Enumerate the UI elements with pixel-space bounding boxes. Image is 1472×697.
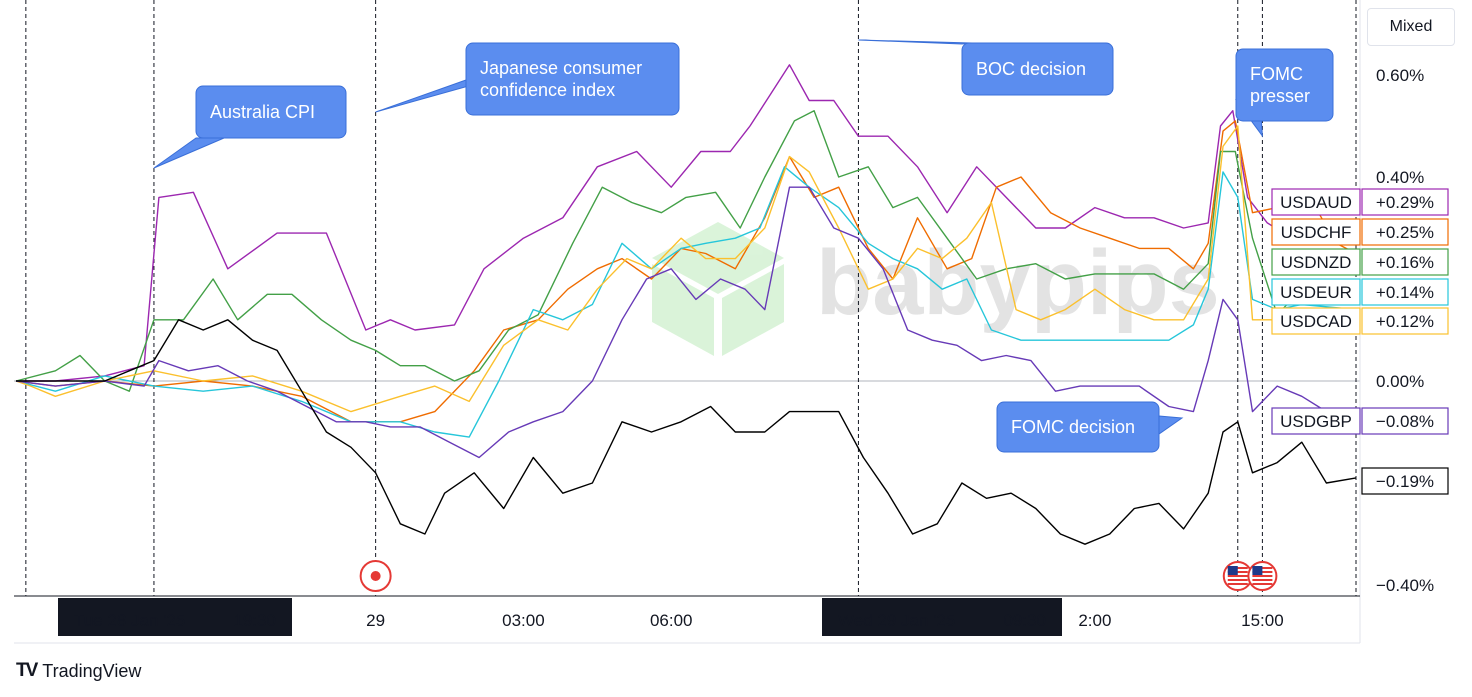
series-name-tag	[1271, 248, 1361, 276]
series-value-tag	[1361, 467, 1449, 495]
flag-canton	[1227, 566, 1238, 575]
series-value-tag	[1361, 407, 1449, 435]
x-tick-label: 15:00	[1241, 611, 1284, 630]
series-value-tag	[1361, 278, 1449, 306]
series-name-tag	[1271, 307, 1361, 335]
last-label-usdeur: USDEUR +0.14%	[1271, 278, 1449, 306]
y-tick-label: 0.40%	[1376, 168, 1424, 187]
callout-text-line: Australia CPI	[210, 102, 315, 122]
crosshair-time: 09:30	[1003, 611, 1046, 630]
callout-boc-decision: BOC decision	[858, 39, 1114, 96]
series-line-usdcad	[15, 125, 1357, 413]
series-layer	[15, 64, 1357, 545]
time-axis[interactable]: 29 03:00 06:00 2:00 15:00	[366, 611, 1283, 630]
flag-stripe	[1227, 579, 1248, 581]
tradingview-name: TradingView	[42, 660, 142, 681]
series-value-label: +0.16%	[1376, 253, 1434, 272]
x-tick-label: 2:00	[1078, 611, 1111, 630]
series-name-label: USDAUD	[1280, 193, 1352, 212]
flag-disc	[370, 571, 381, 581]
flag-stripe	[1252, 575, 1273, 577]
flag-stripe	[1227, 575, 1248, 577]
last-label-usdcad: USDCAD +0.12%	[1271, 307, 1449, 335]
last-label-usdnzd: USDNZD +0.16%	[1271, 248, 1449, 276]
series-value-label: +0.29%	[1376, 193, 1434, 212]
x-tick-label: 03:00	[502, 611, 545, 630]
series-value-tag	[1361, 307, 1449, 335]
callout-australia-cpi: Australia CPI	[153, 85, 347, 169]
series-value-label: −0.19%	[1376, 472, 1434, 491]
series-value-label: +0.25%	[1376, 223, 1434, 242]
series-name-label: USDEUR	[1280, 283, 1352, 302]
watermark-text: babypips	[816, 232, 1220, 334]
series-name-label: USDCAD	[1280, 312, 1352, 331]
x-tick-label: 29	[366, 611, 385, 630]
crosshair-bg	[58, 598, 292, 636]
flag-stripe	[1227, 583, 1248, 585]
crosshair-labels: Tue 28 Jan '25 19:30 Wed 29 Jan '25 09:30	[58, 598, 1062, 636]
series-value-tag	[1361, 248, 1449, 276]
crosshair-bg	[822, 598, 1062, 636]
event-callouts: Australia CPI Japanese consumerconfidence…	[153, 39, 1334, 453]
series-line-unlabeled	[16, 319, 1357, 545]
series-last-value-labels: USDAUD +0.29% USDCHF +0.25% USDNZD +0.16% USDE…	[1271, 188, 1449, 495]
last-label-usdchf: USDCHF +0.25%	[1271, 218, 1449, 246]
y-tick-label: 0.60%	[1376, 66, 1424, 85]
callout-text-line: FOMC decision	[1011, 417, 1135, 437]
price-axis[interactable]: 0.60% 0.40% 0.00% −0.40%	[1376, 66, 1434, 595]
series-value-tag	[1361, 218, 1449, 246]
us-flag-icon-decision[interactable]	[1222, 561, 1253, 591]
callout-box	[1235, 48, 1334, 122]
last-label-usdgbp: USDGBP −0.08%	[1271, 407, 1449, 435]
flag-stripe	[1252, 579, 1273, 581]
scale-mode-button[interactable]: Mixed	[1367, 8, 1455, 46]
series-line-usdgbp	[15, 186, 1357, 459]
event-icons	[359, 560, 1278, 592]
series-value-tag	[1361, 188, 1449, 216]
flag-canton	[1252, 566, 1263, 575]
callout-text-line: presser	[1250, 86, 1310, 106]
scale-mode-label: Mixed	[1389, 18, 1433, 35]
series-name-tag	[1271, 218, 1361, 246]
crosshair-label-left: Tue 28 Jan '25 19:30	[58, 598, 292, 636]
callout-text-line: confidence index	[480, 80, 615, 100]
tradingview-brand[interactable]: TV TradingView	[16, 660, 141, 682]
callout-text-line: FOMC	[1250, 64, 1303, 84]
crosshair-label-right: Wed 29 Jan '25 09:30	[822, 598, 1062, 636]
callout-box	[465, 42, 680, 116]
flag-stripe	[1252, 583, 1273, 585]
us-flag-icon-presser[interactable]	[1247, 561, 1278, 591]
series-name-tag	[1271, 188, 1361, 216]
series-value-label: +0.14%	[1376, 283, 1434, 302]
series-value-label: +0.12%	[1376, 312, 1434, 331]
callout-text-line: BOC decision	[976, 59, 1086, 79]
series-name-label: USDGBP	[1280, 412, 1352, 431]
last-label-usdaud: USDAUD +0.29%	[1271, 188, 1449, 216]
series-value-label: −0.08%	[1376, 412, 1434, 431]
last-label-unlabeled: −0.19%	[1361, 467, 1449, 495]
series-line-usdnzd	[15, 110, 1356, 392]
crosshair-date: Tue 28 Jan '25	[74, 611, 185, 630]
tradingview-logo-icon: TV	[16, 660, 38, 681]
callout-box	[961, 42, 1114, 96]
callout-box	[996, 401, 1160, 453]
series-name-label: USDCHF	[1281, 223, 1352, 242]
series-line-usdaud	[16, 64, 1357, 382]
series-name-tag	[1271, 407, 1361, 435]
crosshair-date: Wed 29 Jan '25	[838, 611, 955, 630]
crosshair-time: 19:30	[233, 611, 276, 630]
series-name-label: USDNZD	[1281, 253, 1352, 272]
callout-fomc-decision: FOMC decision	[996, 401, 1184, 453]
callout-text-line: Japanese consumer	[480, 58, 642, 78]
series-name-tag	[1271, 278, 1361, 306]
y-tick-label: 0.00%	[1376, 372, 1424, 391]
y-tick-label: −0.40%	[1376, 576, 1434, 595]
japan-flag-icon[interactable]	[359, 560, 392, 592]
callout-box	[195, 85, 347, 139]
x-tick-label: 06:00	[650, 611, 693, 630]
